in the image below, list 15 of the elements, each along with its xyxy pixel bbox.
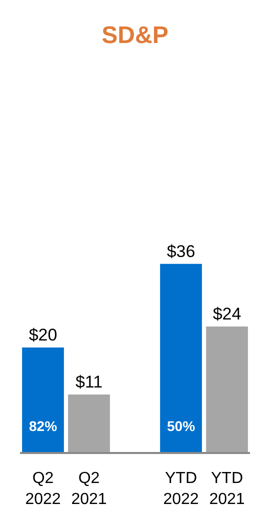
chart-title: SD&P: [102, 22, 168, 49]
data-label: $20: [28, 325, 58, 344]
x-tick-label: YTD 2021: [209, 470, 245, 508]
data-label: $24: [212, 304, 242, 324]
x-tick-label: Q2 2021: [71, 470, 107, 508]
data-label: $11: [75, 372, 103, 392]
x-tick-label: Q2 2022: [25, 470, 61, 508]
bar: [22, 347, 64, 452]
bar: [160, 264, 202, 452]
data-label: $36: [166, 242, 196, 261]
bar: [206, 326, 248, 452]
bar: [68, 394, 110, 452]
annotation: 82%: [29, 418, 58, 434]
x-tick-label: YTD 2022: [163, 470, 199, 508]
annotation: 50%: [167, 418, 196, 434]
